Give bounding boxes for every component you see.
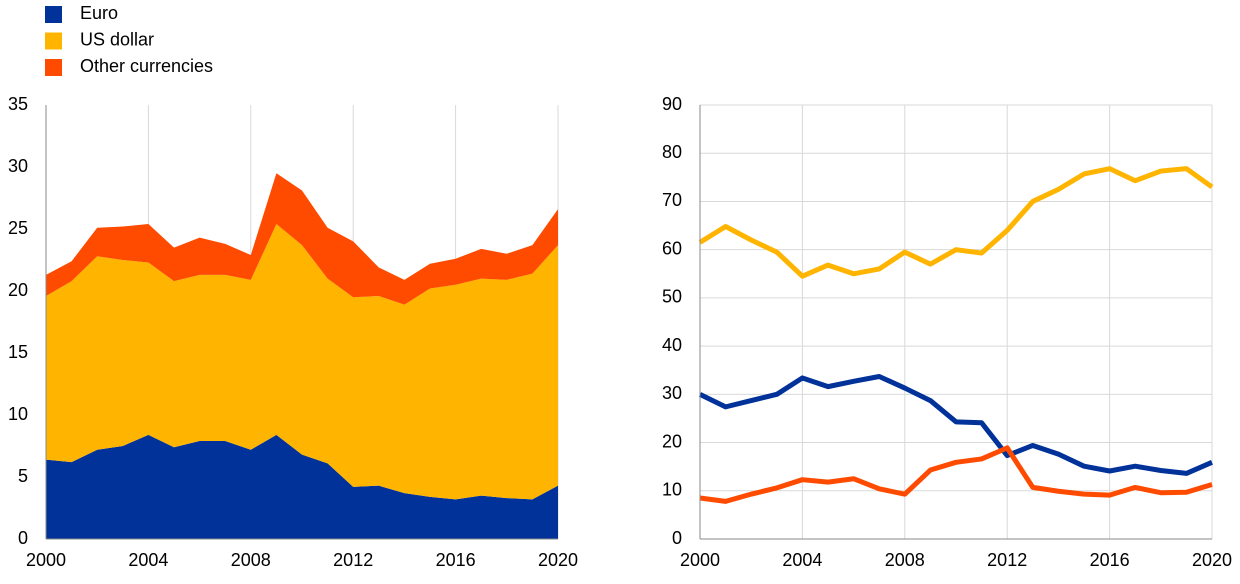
x-tick-label: 2000 (26, 550, 66, 570)
x-tick-label: 2000 (680, 550, 720, 570)
y-tick-label: 0 (18, 528, 28, 548)
y-tick-label: 60 (662, 238, 682, 258)
x-tick-label: 2004 (782, 550, 822, 570)
y-tick-label: 5 (18, 466, 28, 486)
y-tick-label: 40 (662, 335, 682, 355)
y-tick-label: 20 (8, 280, 28, 300)
area (46, 173, 558, 305)
y-tick-label: 30 (662, 383, 682, 403)
y-tick-label: 20 (662, 431, 682, 451)
legend-swatch (45, 6, 62, 23)
y-tick-label: 80 (662, 142, 682, 162)
legend-swatch (45, 32, 62, 50)
x-tick-label: 2016 (436, 550, 476, 570)
y-tick-label: 35 (8, 94, 28, 114)
x-tick-label: 2008 (231, 550, 271, 570)
y-tick-label: 70 (662, 190, 682, 210)
y-tick-label: 0 (672, 528, 682, 548)
x-tick-label: 2016 (1090, 550, 1130, 570)
legend-label: US dollar (80, 29, 154, 49)
x-tick-label: 2012 (987, 550, 1027, 570)
x-tick-label: 2020 (1192, 550, 1232, 570)
x-tick-label: 2020 (538, 550, 578, 570)
line (699, 445, 1213, 504)
y-tick-label: 90 (662, 94, 682, 114)
y-tick-label: 15 (8, 342, 28, 362)
area (46, 224, 558, 500)
legend-label: Euro (80, 3, 118, 23)
y-tick-label: 25 (8, 218, 28, 238)
area (46, 434, 558, 539)
y-tick-label: 50 (662, 287, 682, 307)
legend-swatch (45, 59, 62, 76)
line (698, 373, 1213, 476)
legend-label: Other currencies (80, 56, 213, 76)
x-tick-label: 2004 (128, 550, 168, 570)
y-tick-label: 30 (8, 156, 28, 176)
x-tick-label: 2012 (333, 550, 373, 570)
line (698, 166, 1214, 279)
y-tick-label: 10 (662, 480, 682, 500)
x-tick-label: 2008 (885, 550, 925, 570)
y-tick-label: 10 (8, 404, 28, 424)
